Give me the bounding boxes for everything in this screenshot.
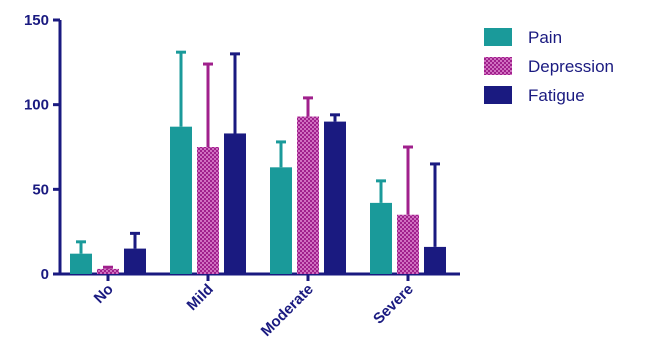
x-tick-label-severe: Severe <box>370 281 417 328</box>
y-tick-label: 50 <box>32 181 49 198</box>
legend-swatch-depression <box>484 57 512 75</box>
bar-depression-moderate <box>297 116 319 275</box>
bar-depression-severe <box>397 214 419 274</box>
y-tick-label: 150 <box>24 12 49 29</box>
bar-fatigue-mild <box>224 133 246 274</box>
x-tick-label-mild: Mild <box>184 281 217 314</box>
x-tick-label-no: No <box>91 281 117 307</box>
bar-fatigue-severe <box>424 246 446 274</box>
legend: Pain Depression Fatigue <box>484 28 614 105</box>
bar-pain-no <box>70 253 92 274</box>
legend-label-fatigue: Fatigue <box>528 86 585 105</box>
bar-pain-moderate <box>270 167 292 274</box>
legend-label-depression: Depression <box>528 57 614 76</box>
legend-swatch-fatigue <box>484 86 512 104</box>
bar-pain-mild <box>170 126 192 275</box>
y-tick-label: 0 <box>41 266 49 283</box>
y-tick-labels: 0 50 100 150 <box>24 12 60 283</box>
bar-pain-severe <box>370 202 392 274</box>
legend-label-pain: Pain <box>528 28 562 47</box>
legend-swatch-pain <box>484 28 512 46</box>
x-tick-labels: No Mild Moderate Severe <box>91 281 417 340</box>
bar-depression-no <box>97 268 119 274</box>
bar-fatigue-no <box>124 248 146 274</box>
bar-fatigue-moderate <box>324 121 346 274</box>
bars <box>70 50 446 275</box>
bar-depression-mild <box>197 147 219 274</box>
x-tick-label-moderate: Moderate <box>258 281 317 340</box>
y-tick-label: 100 <box>24 97 49 114</box>
